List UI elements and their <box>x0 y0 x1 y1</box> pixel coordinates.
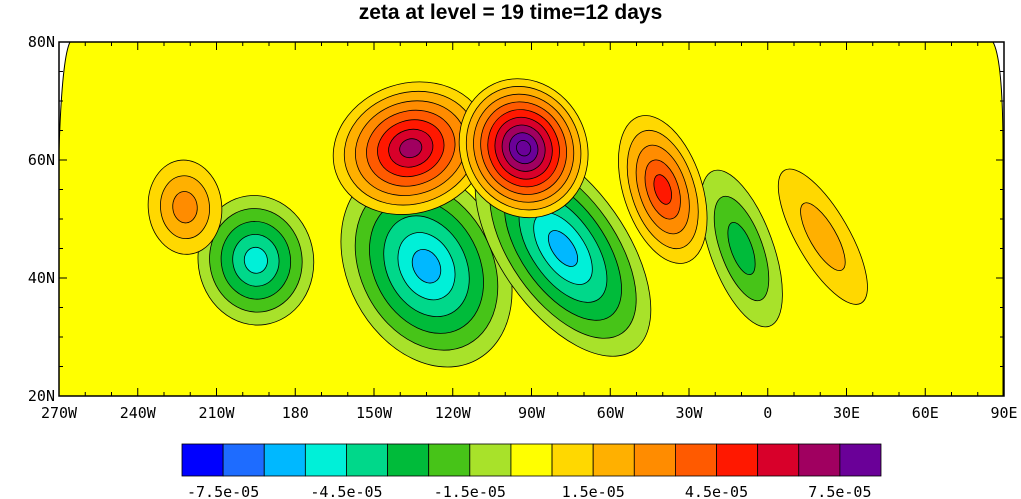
contour-band <box>411 249 442 284</box>
colorbar-swatch <box>675 443 717 477</box>
x-tick-label: 210W <box>198 404 235 422</box>
colorbar-swatch <box>633 443 676 477</box>
colorbar-label: 4.5e-05 <box>685 483 748 499</box>
y-tick-label: 60N <box>28 151 55 169</box>
colorbar-swatch <box>469 443 512 477</box>
x-tick-label: 30E <box>833 404 860 422</box>
x-tick-label: 60W <box>597 404 625 422</box>
colorbar-swatch <box>346 443 388 477</box>
contour-band <box>172 191 198 224</box>
contour-band <box>399 138 423 159</box>
contour-feature-positive-5 <box>458 78 589 219</box>
contour-feature-negative-1 <box>340 165 513 368</box>
x-tick-label: 150W <box>356 404 393 422</box>
colorbar-swatch <box>428 443 471 477</box>
x-tick-label: 90E <box>990 404 1017 422</box>
contour-feature-positive-8 <box>777 168 868 305</box>
colorbar-swatch <box>263 443 306 477</box>
x-tick-label: 90W <box>518 404 546 422</box>
colorbar-swatch <box>387 443 430 477</box>
x-tick-label: 270W <box>41 404 78 422</box>
colorbar-label: -7.5e-05 <box>187 483 259 499</box>
colorbar-swatch <box>551 443 594 477</box>
colorbar-swatch <box>181 443 224 477</box>
contour-feature-positive-6 <box>618 115 708 264</box>
colorbar-swatch <box>510 443 553 477</box>
y-tick-label: 40N <box>28 269 55 287</box>
colorbar-swatch <box>716 443 759 477</box>
contour-band <box>727 221 756 276</box>
contour-band <box>547 230 579 267</box>
y-tick-label: 80N <box>28 33 55 51</box>
colorbar-label: -1.5e-05 <box>434 483 506 499</box>
contour-band <box>653 174 673 205</box>
contour-feature-negative-0 <box>197 195 315 326</box>
colorbar-swatch <box>798 443 841 477</box>
contour-feature-negative-3 <box>700 169 783 328</box>
colorbar-swatch <box>222 443 265 477</box>
colorbar-swatch <box>839 443 882 477</box>
contour-feature-positive-4 <box>332 81 489 215</box>
x-tick-label: 60E <box>912 404 939 422</box>
chart-title: zeta at level = 19 time=12 days <box>358 1 663 24</box>
y-tick-label: 20N <box>28 387 55 405</box>
contour-band <box>243 246 268 274</box>
x-tick-label: 120W <box>435 404 472 422</box>
colorbar-label: -4.5e-05 <box>310 483 382 499</box>
colorbar-label: 7.5e-05 <box>808 483 871 499</box>
x-tick-label: 30W <box>675 404 703 422</box>
colorbar-label: 1.5e-05 <box>562 483 625 499</box>
x-tick-label: 180 <box>282 404 309 422</box>
contour-band <box>800 202 846 271</box>
contour-band <box>516 140 532 157</box>
contour-feature-positive-7 <box>147 159 223 255</box>
x-tick-label: 0 <box>763 404 772 422</box>
colorbar-swatch <box>304 443 347 477</box>
x-tick-label: 240W <box>120 404 157 422</box>
colorbar-swatch <box>757 443 800 477</box>
colorbar-swatch <box>592 443 635 477</box>
